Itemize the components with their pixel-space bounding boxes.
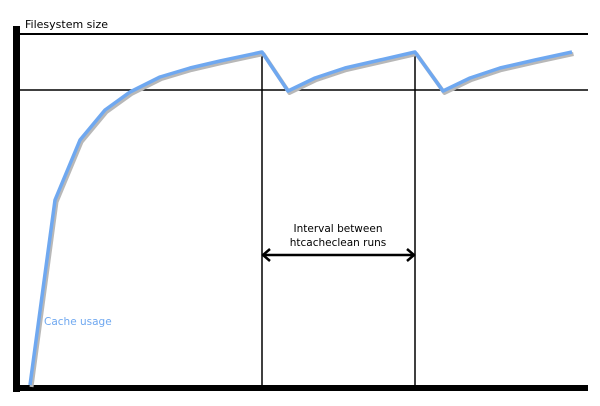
x-axis: [13, 385, 588, 391]
interval-label-line2: htcacheclean runs: [290, 237, 387, 249]
cache-usage-label: Cache usage: [44, 316, 112, 328]
y-axis-label: Filesystem size: [25, 18, 108, 31]
cache-usage-curve-shadow: [29, 52, 574, 388]
interval-arrow: [261, 248, 416, 262]
y-axis: [13, 26, 20, 392]
interval-label-line1: Interval between: [294, 223, 383, 235]
cache-usage-curve: [28, 50, 573, 386]
